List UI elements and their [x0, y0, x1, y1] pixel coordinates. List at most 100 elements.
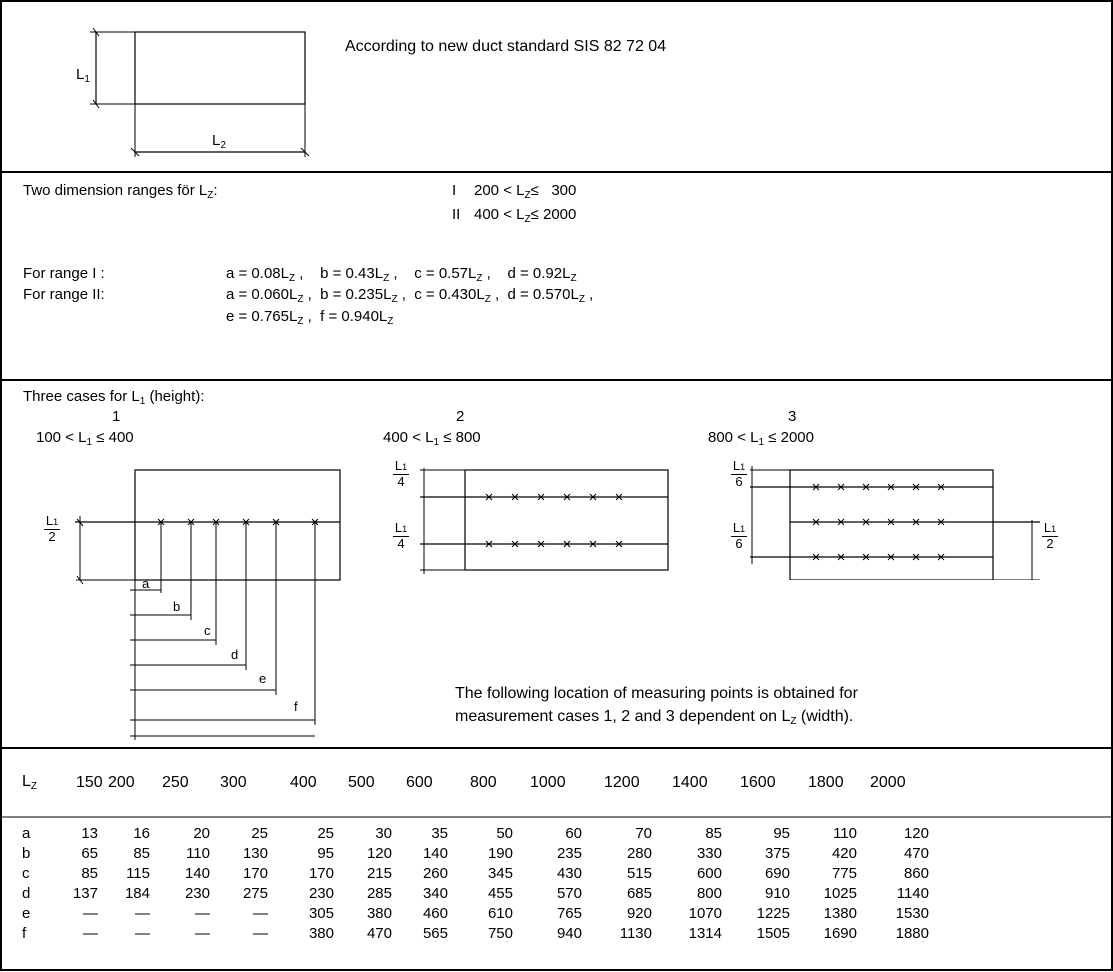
l1-dimension-label: L1	[76, 66, 90, 85]
table-cell: 235	[556, 845, 582, 862]
table-cell: 1380	[823, 905, 857, 922]
table-cell: 85	[133, 845, 150, 862]
duct-cross-section-diagram	[90, 27, 310, 157]
table-cell: 765	[556, 905, 582, 922]
table-cell: 170	[308, 865, 334, 882]
table-cell: 140	[184, 865, 210, 882]
table-cell: 800	[696, 885, 722, 902]
table-cell: 65	[81, 845, 98, 862]
table-cell: 570	[556, 885, 582, 902]
table-cell: 230	[308, 885, 334, 902]
table-cell: 140	[422, 845, 448, 862]
table-cell: 190	[487, 845, 513, 862]
table-cell: 1225	[756, 905, 790, 922]
table-cell: 85	[705, 825, 722, 842]
table-header-width: 400	[290, 774, 317, 791]
table-cell: 1530	[895, 905, 929, 922]
dim-label-f: f	[294, 699, 298, 714]
table-header-width: 1400	[672, 774, 708, 791]
table-row-label: e	[22, 905, 31, 922]
table-cell: 1314	[688, 925, 722, 942]
dim-label-b: b	[173, 599, 181, 614]
table-cell: 380	[366, 905, 392, 922]
cases-intro: Three cases for L1 (height):	[23, 388, 205, 407]
table-row-label: b	[22, 845, 31, 862]
table-cell: 260	[422, 865, 448, 882]
table-lz-header: LZ	[22, 773, 38, 792]
table-header-width: 1200	[604, 774, 640, 791]
table-cell: 130	[242, 845, 268, 862]
table-cell: 285	[366, 885, 392, 902]
table-cell: 1130	[619, 925, 652, 942]
table-cell: 50	[496, 825, 513, 842]
table-cell: 420	[831, 845, 857, 862]
table-cell: —	[83, 905, 98, 922]
table-header-width: 1600	[740, 774, 776, 791]
table-cell: 1140	[896, 885, 929, 902]
case-2-range: 400 < L1 ≤ 800	[383, 429, 481, 448]
table-cell: 910	[764, 885, 790, 902]
table-cell: 1690	[823, 925, 857, 942]
case-3-range: 800 < L1 ≤ 2000	[708, 429, 814, 448]
table-cell: 470	[366, 925, 392, 942]
table-cell: 330	[696, 845, 722, 862]
table-cell: 85	[81, 865, 98, 882]
table-cell: —	[195, 925, 210, 942]
table-cell: 16	[133, 825, 150, 842]
table-row-label: c	[22, 865, 30, 882]
measuring-points-note-line-2: measurement cases 1, 2 and 3 dependent o…	[455, 708, 854, 727]
table-header-width: 200	[108, 774, 135, 791]
range-2-formulas: a = 0.060LZ , b = 0.235LZ , c = 0.430LZ …	[226, 286, 594, 305]
table-cell: 610	[487, 905, 513, 922]
l2-dimension-label: L2	[212, 132, 226, 151]
table-cell: 110	[833, 825, 857, 842]
table-cell: 380	[308, 925, 334, 942]
for-range-1-label: For range I :	[23, 265, 105, 282]
table-cell: 1880	[895, 925, 929, 942]
table-header-width: 1000	[530, 774, 566, 791]
dim-label-c: c	[204, 623, 211, 638]
table-header-width: 300	[220, 774, 247, 791]
table-cell: 940	[556, 925, 582, 942]
case-3-fraction-right: L1 2	[1042, 520, 1058, 551]
measuring-points-note-line-1: The following location of measuring poin…	[455, 685, 858, 702]
case-1-range: 100 < L1 ≤ 400	[36, 429, 134, 448]
table-cell: 30	[375, 825, 392, 842]
table-row-label: d	[22, 885, 31, 902]
table-cell: 115	[126, 865, 150, 882]
range-2-definition: II 400 < LZ≤ 2000	[452, 206, 577, 225]
table-cell: 20	[193, 825, 210, 842]
table-cell: —	[253, 925, 268, 942]
table-cell: 515	[626, 865, 652, 882]
range-2-formulas-continued: e = 0.765LZ , f = 0.940LZ	[226, 308, 394, 327]
table-cell: 95	[317, 845, 334, 862]
dim-label-d: d	[231, 647, 239, 662]
table-cell: 70	[635, 825, 652, 842]
table-cell: 690	[764, 865, 790, 882]
case-2-diagram	[420, 468, 669, 574]
table-cell: 460	[422, 905, 448, 922]
table-cell: 120	[903, 825, 929, 842]
table-cell: 470	[903, 845, 929, 862]
table-cell: 215	[366, 865, 392, 882]
table-row-label: f	[22, 925, 27, 942]
case-2-number: 2	[456, 408, 465, 425]
table-row-label: a	[22, 825, 31, 842]
table-header-width: 2000	[870, 774, 906, 791]
table-cell: 120	[366, 845, 392, 862]
table-cell: 95	[773, 825, 790, 842]
table-cell: —	[135, 925, 150, 942]
table-cell: 184	[124, 885, 150, 902]
table-cell: 920	[626, 905, 652, 922]
range-1-formulas: a = 0.08LZ , b = 0.43LZ , c = 0.57LZ , d…	[226, 265, 577, 284]
table-cell: —	[253, 905, 268, 922]
table-header-width: 500	[348, 774, 375, 791]
table-cell: 860	[903, 865, 929, 882]
case-1-diagram	[75, 469, 341, 740]
case-3-fraction-top: L1 6	[731, 458, 747, 489]
dim-label-e: e	[259, 671, 267, 686]
case-2-fraction-bottom: L1 4	[393, 520, 409, 551]
case-3-diagram	[750, 466, 1040, 580]
case-3-number: 3	[788, 408, 797, 425]
